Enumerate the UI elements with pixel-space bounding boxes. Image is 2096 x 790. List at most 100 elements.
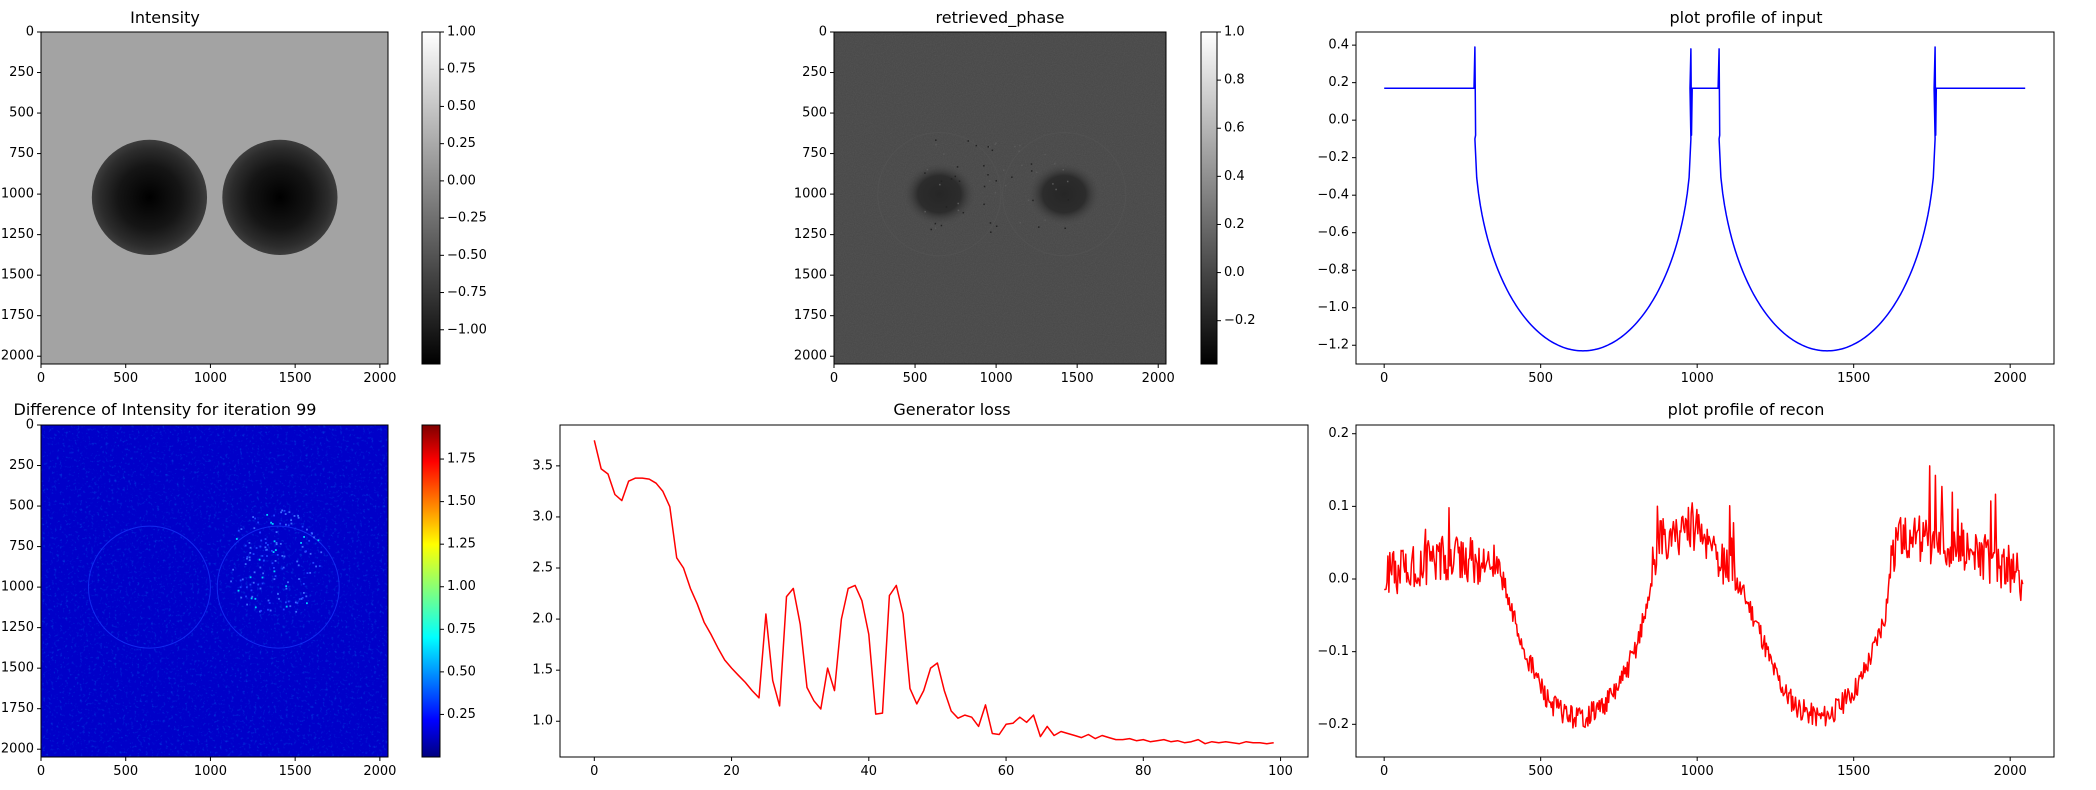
input-profile-y-ticks: 0.4 0.2 0.0 −0.2 −0.4 −0.6 −0.8 −1.0 −1.2 <box>1317 38 1356 353</box>
difference-panel: Difference of Intensity for iteration 99… <box>1 400 476 779</box>
difference-speckle <box>275 531 278 533</box>
intensity-y-tick-label: 1000 <box>1 187 34 202</box>
difference-speckle <box>249 576 252 579</box>
difference-speckle <box>259 587 262 590</box>
difference-speckle <box>300 542 302 544</box>
phase-speckle <box>1062 168 1065 171</box>
difference-speckle <box>309 571 312 574</box>
phase-speckle <box>991 149 994 152</box>
phase-frame <box>833 31 1167 365</box>
intensity-x-tick-label: 0 <box>37 371 45 386</box>
difference-speckle <box>301 525 304 528</box>
difference-speckle <box>298 598 301 601</box>
intensity-colorbar: 1.00 0.75 0.50 0.25 0.00 −0.25 −0.50 −0.75 −1.00 <box>421 25 487 365</box>
difference-speckle <box>253 527 256 530</box>
generator-loss-line-group <box>593 440 1274 745</box>
phase-x-tick-label: 1500 <box>1061 371 1094 386</box>
intensity-colorbar-tick-label: 0.25 <box>447 136 476 151</box>
input-profile-x-tick-label: 500 <box>1528 371 1553 386</box>
phase-colorbar-ticks: 1.0 0.8 0.6 0.4 0.2 0.0 −0.2 <box>1217 25 1256 328</box>
difference-speckle <box>249 583 252 586</box>
intensity-colorbar-tick-label: 0.50 <box>447 99 476 114</box>
phase-y-tick-label: 1750 <box>794 308 827 323</box>
difference-speckle <box>302 592 305 594</box>
recon-profile-y-tick-label: −0.2 <box>1317 717 1349 732</box>
difference-speckle <box>287 581 289 584</box>
difference-speckle <box>298 578 300 580</box>
intensity-x-tick-label: 2000 <box>363 371 396 386</box>
difference-speckle <box>252 516 255 518</box>
intensity-panel: Intensity 0 500 1000 1500 2000 0 250 500 750 100… <box>1 8 487 386</box>
difference-speckle <box>258 558 261 561</box>
difference-speckle <box>288 511 291 514</box>
phase-speckle <box>995 180 997 182</box>
phase-faint-ring <box>1002 132 1127 257</box>
intensity-colorbar-tick-label: 1.00 <box>447 25 476 40</box>
difference-speckle <box>273 570 276 573</box>
intensity-y-tick-label: 1250 <box>1 227 34 242</box>
phase-y-tick-label: 500 <box>802 106 827 121</box>
phase-x-tick-label: 0 <box>830 371 838 386</box>
generator-loss-x-tick-label: 60 <box>998 764 1015 779</box>
phase-colorbar-tick-label: 0.8 <box>1224 73 1245 88</box>
difference-speckle <box>264 546 267 549</box>
generator-loss-x-tick-label: 0 <box>590 764 598 779</box>
difference-speckle <box>246 557 248 560</box>
difference-speckle <box>271 522 274 525</box>
input-profile-x-tick-label: 1000 <box>1681 371 1714 386</box>
intensity-dark-disk <box>222 139 338 255</box>
phase-y-ticks: 0 250 500 750 1000 1250 1500 1750 2000 <box>794 25 834 364</box>
difference-speckle <box>285 605 288 608</box>
generator-loss-y-tick-label: 1.0 <box>532 714 553 729</box>
difference-y-tick-label: 2000 <box>1 742 34 757</box>
difference-speckle <box>278 597 280 600</box>
generator-loss-x-tick-label: 100 <box>1268 764 1293 779</box>
phase-y-tick-label: 1250 <box>794 227 827 242</box>
difference-speckle <box>261 582 264 585</box>
intensity-y-tick-label: 0 <box>26 25 34 40</box>
input-profile-y-tick-label: 0.0 <box>1328 113 1349 128</box>
difference-y-tick-label: 750 <box>9 539 34 554</box>
difference-speckle <box>312 561 315 564</box>
phase-colorbar-tick-label: −0.2 <box>1224 313 1256 328</box>
difference-speckle <box>287 600 290 603</box>
difference-speckle <box>261 555 264 557</box>
difference-speckle <box>262 559 265 562</box>
generator-loss-y-tick-label: 2.5 <box>532 561 553 576</box>
difference-speckle <box>235 538 238 540</box>
difference-speckle <box>259 531 261 534</box>
phase-panel: retrieved_phase 0 500 1000 1500 2000 0 250 500… <box>794 8 1256 386</box>
difference-colorbar-tick-label: 1.75 <box>447 452 476 467</box>
phase-speckle <box>940 180 943 183</box>
difference-speckle <box>239 586 242 589</box>
difference-speckle <box>248 542 251 544</box>
phase-y-tick-label: 1000 <box>794 187 827 202</box>
difference-speckle <box>249 551 252 554</box>
phase-dark-blob <box>903 163 976 225</box>
phase-colorbar-tick-label: 0.2 <box>1224 217 1245 232</box>
phase-speckle <box>975 144 978 147</box>
intensity-y-tick-label: 2000 <box>1 349 34 364</box>
phase-speckle <box>987 146 990 148</box>
difference-speckle <box>297 514 299 517</box>
input-profile-y-tick-label: −0.4 <box>1317 188 1349 203</box>
generator-loss-frame <box>559 424 1309 758</box>
difference-speckle <box>282 608 285 611</box>
difference-speckle <box>244 563 247 565</box>
difference-speckle <box>245 595 247 598</box>
phase-speckle <box>935 139 937 141</box>
difference-y-tick-label: 250 <box>9 458 34 473</box>
difference-speckle <box>311 532 313 535</box>
difference-speckle <box>237 589 240 592</box>
input-profile-y-tick-label: −1.2 <box>1317 338 1349 353</box>
difference-colorbar-tick-label: 1.50 <box>447 494 476 509</box>
input-profile-y-tick-label: −1.0 <box>1317 300 1349 315</box>
difference-speckle <box>308 539 311 542</box>
difference-y-tick-label: 1750 <box>1 701 34 716</box>
difference-speckle <box>240 596 243 599</box>
difference-colorbar-tick-label: 0.75 <box>447 622 476 637</box>
difference-speckle <box>315 565 318 568</box>
phase-speckle <box>1030 170 1033 172</box>
difference-speckle <box>281 509 284 512</box>
